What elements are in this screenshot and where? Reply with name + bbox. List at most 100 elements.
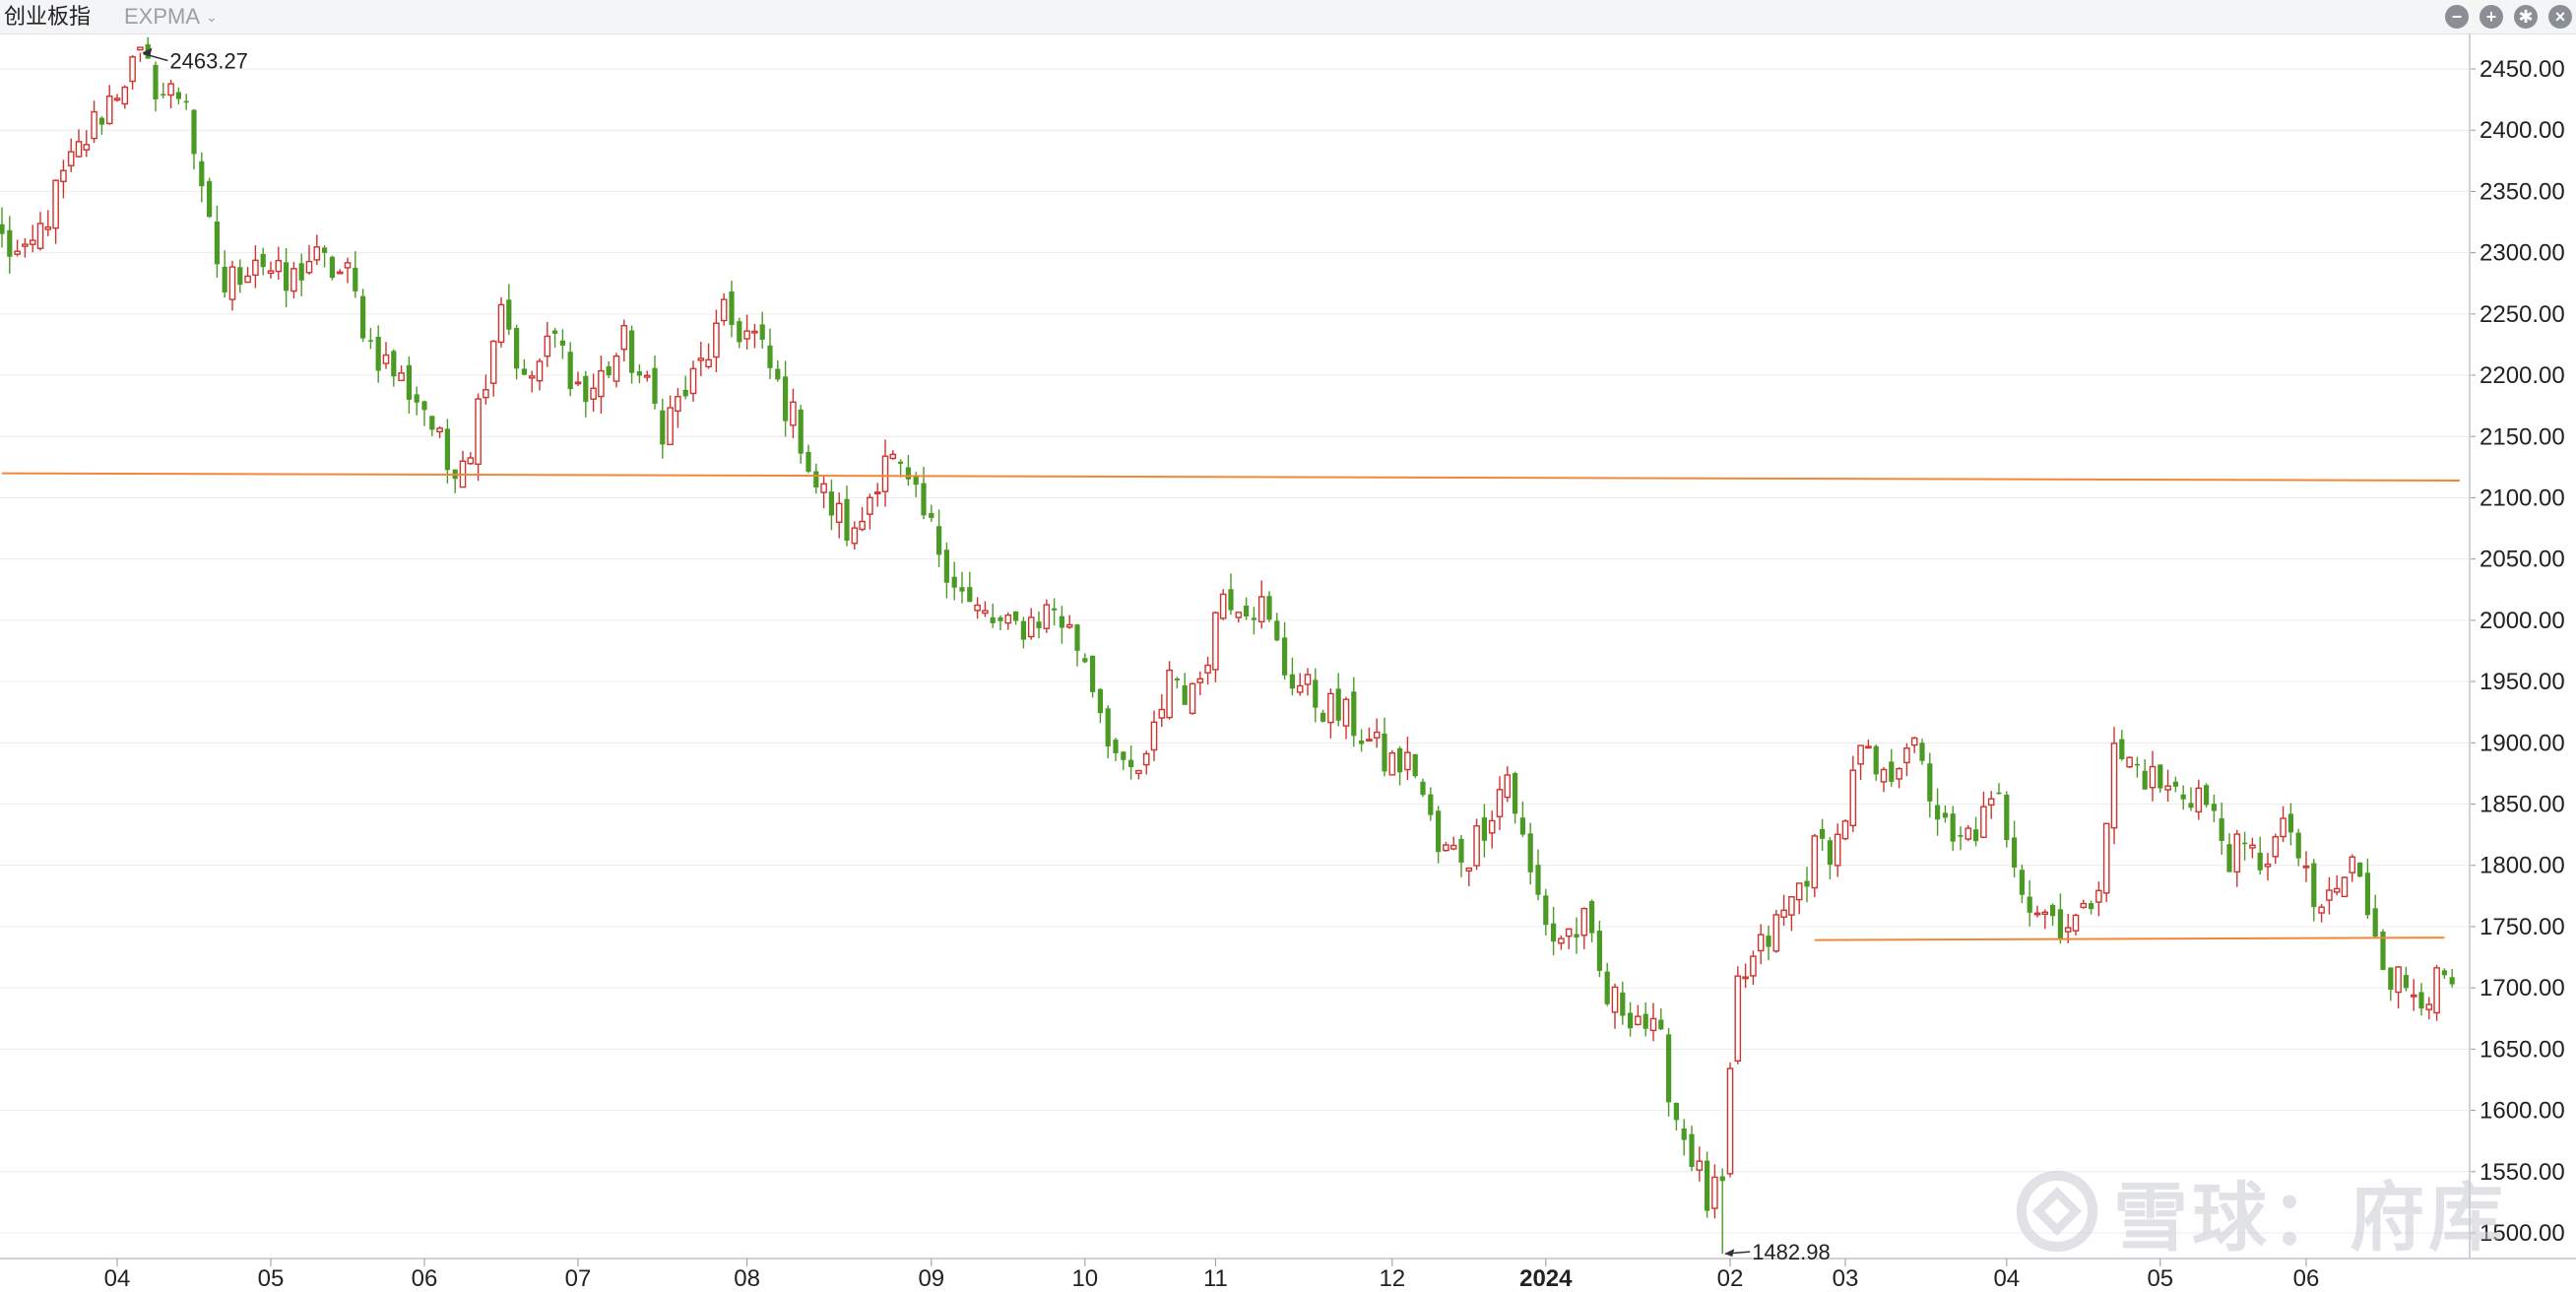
zoom-out-icon[interactable]: − bbox=[2445, 5, 2469, 29]
candle-body-up bbox=[1980, 806, 1987, 838]
gear-icon[interactable]: ✱ bbox=[2514, 5, 2538, 29]
candle-body-down bbox=[1596, 931, 1602, 971]
y-tick-label: 2250.00 bbox=[2479, 301, 2565, 328]
candle-body-up bbox=[252, 259, 259, 277]
candle-body-up bbox=[1158, 708, 1166, 719]
candle-body-up bbox=[1135, 769, 1142, 775]
close-icon[interactable]: × bbox=[2548, 5, 2572, 29]
candle-body-up bbox=[313, 246, 321, 261]
candle-body-down bbox=[375, 336, 381, 371]
candle-body-down bbox=[2019, 870, 2025, 895]
candle-body-down bbox=[2311, 863, 2317, 908]
candle-body-down bbox=[1420, 781, 1426, 796]
candle-body-down bbox=[1820, 828, 1826, 839]
candle-body-up bbox=[475, 398, 482, 466]
candle-body-down bbox=[199, 161, 205, 187]
annotation-label: 1482.98 bbox=[1752, 1240, 1831, 1264]
candle-body-up bbox=[2249, 844, 2256, 849]
candle-body-up bbox=[1772, 914, 1780, 952]
candle-body-down bbox=[2089, 903, 2094, 910]
candle-body-up bbox=[267, 270, 275, 275]
candlestick-chart[interactable]: 1500.00 1550.00 1600.00 1650.00 1700.00 1750.… bbox=[0, 33, 2576, 1292]
candle-body-down bbox=[775, 368, 781, 380]
candle-body-down bbox=[2027, 896, 2032, 913]
candle-body-down bbox=[1973, 829, 1979, 842]
candle-body-down bbox=[2380, 932, 2386, 970]
candle-body-down bbox=[237, 267, 243, 286]
candle-body-down bbox=[729, 291, 735, 326]
candle-body-up bbox=[889, 453, 897, 460]
candle-body-up bbox=[2041, 911, 2049, 915]
candle-body-up bbox=[544, 335, 551, 357]
candle-body-down bbox=[828, 491, 834, 516]
candle-body-down bbox=[429, 416, 435, 430]
candle-body-up bbox=[2149, 765, 2157, 789]
candle-body-down bbox=[1052, 608, 1058, 611]
candle-body-up bbox=[1865, 745, 1872, 749]
annotation-arrowhead bbox=[1724, 1249, 1735, 1258]
candle-body-up bbox=[643, 374, 651, 378]
zoom-in-icon[interactable]: + bbox=[2479, 5, 2503, 29]
candle-body-up bbox=[336, 271, 344, 275]
candle-body-down bbox=[2050, 904, 2056, 917]
candle-body-down bbox=[951, 576, 957, 588]
candle-body-up bbox=[859, 520, 866, 531]
candle-body-down bbox=[444, 428, 450, 471]
candle-body-down bbox=[636, 371, 642, 376]
candle-body-up bbox=[1304, 674, 1312, 685]
candle-body-down bbox=[1359, 741, 1365, 744]
candle-body-down bbox=[298, 263, 304, 281]
candle-body-up bbox=[705, 358, 712, 368]
y-tick-label: 1700.00 bbox=[2479, 975, 2565, 1001]
chevron-down-icon: ⌄ bbox=[206, 9, 218, 25]
candle-body-down bbox=[844, 498, 850, 542]
candle-body-down bbox=[1128, 759, 1134, 768]
candle-body-up bbox=[75, 141, 83, 158]
candle-body-up bbox=[2272, 836, 2280, 858]
candle-body-down bbox=[153, 64, 159, 99]
candle-body-up bbox=[2341, 876, 2349, 898]
trendline bbox=[1, 472, 2461, 483]
candle-body-down bbox=[1766, 936, 1771, 947]
candle-body-down bbox=[0, 224, 5, 234]
candle-body-down bbox=[1097, 688, 1103, 714]
candle-body-up bbox=[36, 223, 44, 249]
y-tick-label: 1900.00 bbox=[2479, 730, 2565, 756]
candle-body-down bbox=[2119, 739, 2125, 759]
candle-body-down bbox=[2449, 977, 2455, 985]
y-tick-label: 2200.00 bbox=[2479, 362, 2565, 389]
candle-body-down bbox=[322, 247, 328, 253]
candle-body-down bbox=[98, 117, 104, 125]
candle-body-up bbox=[1473, 825, 1480, 867]
candle-body-up bbox=[22, 243, 29, 247]
candle-body-down bbox=[1313, 679, 1319, 708]
candle-body-down bbox=[2211, 804, 2217, 811]
candle-body-up bbox=[1404, 751, 1411, 771]
candle-body-down bbox=[2219, 817, 2224, 841]
candle-body-up bbox=[2433, 967, 2440, 1014]
y-tick-label: 2300.00 bbox=[2479, 240, 2565, 267]
candle-body-down bbox=[7, 229, 13, 257]
candle-body-up bbox=[1649, 1017, 1657, 1032]
candle-body-up bbox=[1611, 986, 1619, 1013]
candle-body-up bbox=[2080, 902, 2088, 909]
candle-body-up bbox=[2425, 1003, 2433, 1010]
indicator-selector[interactable]: EXPMA ⌄ bbox=[124, 0, 218, 33]
candle-body-up bbox=[244, 275, 251, 284]
candle-body-up bbox=[1443, 844, 1449, 852]
candle-body-down bbox=[1705, 1160, 1710, 1211]
candle-body-down bbox=[1013, 611, 1019, 621]
candle-body-down bbox=[2142, 770, 2148, 790]
candle-body-up bbox=[1219, 593, 1227, 619]
candle-body-down bbox=[2372, 908, 2378, 937]
candle-body-down bbox=[2157, 764, 2163, 789]
candle-body-down bbox=[1804, 880, 1810, 887]
candle-body-up bbox=[1635, 1015, 1642, 1026]
candle-body-down bbox=[2287, 813, 2293, 833]
candle-body-down bbox=[1320, 712, 1326, 722]
candle-body-down bbox=[1428, 794, 1434, 815]
candle-body-up bbox=[44, 226, 52, 230]
candle-body-down bbox=[1105, 708, 1111, 747]
candle-body-up bbox=[1857, 744, 1864, 765]
candle-body-down bbox=[905, 467, 911, 480]
